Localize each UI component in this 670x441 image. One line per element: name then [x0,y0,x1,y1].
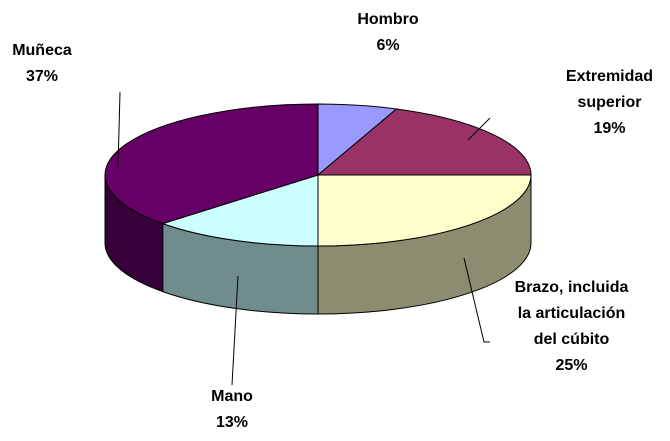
slice-label: Hombro 6% [333,7,443,59]
slice [317,174,532,247]
slice [316,108,532,176]
category-label: Extremidad superior [565,68,654,111]
slice-label: Mano 13% [182,384,282,436]
category-label: Muñeca [12,42,72,59]
slice-label: Brazo, incluida la articulación del cúbi… [514,275,629,379]
leader-line [467,117,491,141]
value-label: 37% [25,68,59,85]
category-label: Hombro [357,11,419,28]
value-label: 6% [376,37,400,54]
slice [161,174,319,247]
leader-line [463,257,490,343]
category-label: Brazo, incluida la articulación del cúbi… [514,279,629,348]
value-label: 19% [593,120,626,137]
slice-label: Muñeca 37% [0,38,92,90]
slice [104,103,319,225]
leader-line [231,275,239,386]
value-label: 25% [555,357,588,374]
leader-line [117,91,121,169]
value-label: 13% [215,414,249,431]
category-label: Mano [211,388,253,405]
slice-label: Extremidad superior 19% [552,64,667,142]
